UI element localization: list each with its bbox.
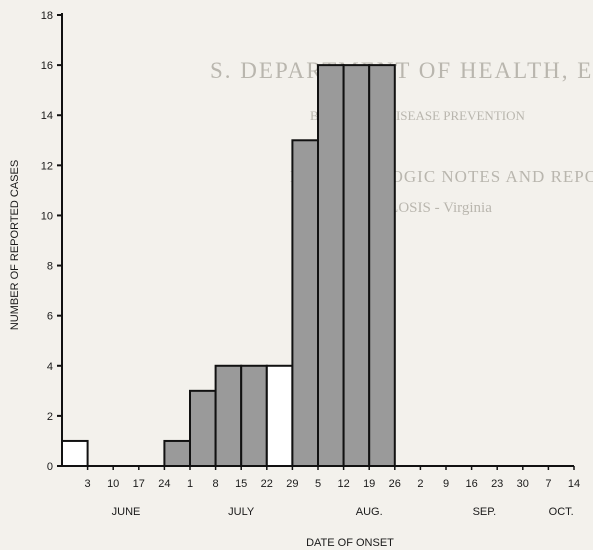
bar-week-5 <box>163 439 191 468</box>
axes <box>57 13 575 470</box>
y-tick-label-18: 18 <box>41 10 53 22</box>
month-label-4: SEP. <box>473 506 497 518</box>
bar-week-1 <box>61 439 89 468</box>
y-tick-label-4: 4 <box>47 361 53 373</box>
x-tick-label-week-6: 8 <box>213 478 219 490</box>
bar-week-10 <box>291 139 319 467</box>
bar-week-7 <box>214 364 243 467</box>
y-tick-label-16: 16 <box>41 60 53 72</box>
y-tick-label-12: 12 <box>41 160 53 172</box>
background-document: S. DEPARTMENT OF HEALTH, EDUCATION BUREA… <box>210 58 593 216</box>
x-tick-label-week-15: 9 <box>443 478 449 490</box>
month-label-3: AUG. <box>356 506 383 518</box>
x-tick-label-week-5: 1 <box>187 478 193 490</box>
month-label-5: OCT. <box>549 506 574 518</box>
x-axis-label: DATE OF ONSET <box>306 537 394 549</box>
x-tick-label-week-20: 14 <box>568 478 580 490</box>
month-label-2: JULY <box>228 506 255 518</box>
x-tick-label-week-12: 19 <box>363 478 375 490</box>
bar-week-13 <box>368 64 396 467</box>
y-tick-label-0: 0 <box>47 461 53 473</box>
month-label-1: JUNE <box>112 506 141 518</box>
x-tick-label-week-7: 15 <box>235 478 247 490</box>
y-tick-label-8: 8 <box>47 261 53 273</box>
background-heading: S. DEPARTMENT OF HEALTH, EDUCATION <box>210 58 593 83</box>
y-tick-label-2: 2 <box>47 411 53 423</box>
x-tick-label-week-18: 30 <box>517 478 529 490</box>
x-tick-label-week-4: 24 <box>158 478 170 490</box>
x-tick-label-week-19: 7 <box>545 478 551 490</box>
y-tick-label-6: 6 <box>47 311 53 323</box>
y-tick-label-14: 14 <box>41 110 53 122</box>
x-tick-label-week-8: 22 <box>261 478 273 490</box>
bar-week-12 <box>342 64 371 467</box>
plot-area <box>61 64 396 468</box>
y-tick-label-10: 10 <box>41 210 53 222</box>
x-tick-label-week-10: 5 <box>315 478 321 490</box>
bar-week-11 <box>317 64 345 467</box>
y-axis-label: NUMBER OF REPORTED CASES <box>9 160 21 330</box>
x-tick-label-week-16: 16 <box>465 478 477 490</box>
x-tick-label-week-2: 10 <box>107 478 119 490</box>
x-tick-label-week-11: 12 <box>337 478 349 490</box>
x-tick-label-week-9: 29 <box>286 478 298 490</box>
bar-week-6 <box>189 389 217 468</box>
x-tick-label-week-3: 17 <box>133 478 145 490</box>
x-tick-label-week-14: 2 <box>417 478 423 490</box>
bar-week-9 <box>265 364 294 467</box>
bar-week-8 <box>240 364 268 467</box>
x-tick-label-week-13: 26 <box>389 478 401 490</box>
x-tick-label-week-17: 23 <box>491 478 503 490</box>
x-tick-label-week-1: 3 <box>85 478 91 490</box>
